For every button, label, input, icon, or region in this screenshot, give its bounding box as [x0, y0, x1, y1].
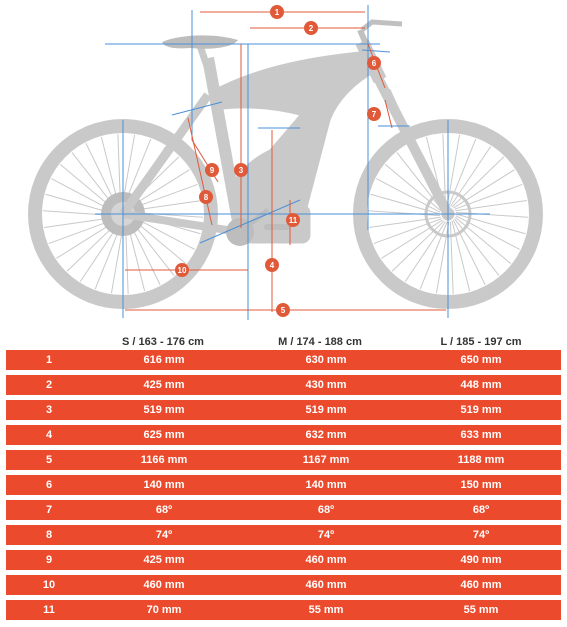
size-l-value: 633 mm	[460, 429, 502, 441]
row-id: 2	[45, 379, 53, 391]
size-l-value: 150 mm	[460, 479, 502, 491]
measurement-badge: 2	[304, 21, 318, 35]
table-row: 5 1166 mm 1167 mm 1188 mm	[6, 450, 561, 470]
table-row: 2 425 mm 430 mm 448 mm	[6, 375, 561, 395]
handlebar	[357, 19, 403, 46]
size-m-value: 460 mm	[305, 554, 347, 566]
table-row: 9 425 mm 460 mm 490 mm	[6, 550, 561, 570]
size-s-value: 625 mm	[143, 429, 185, 441]
size-m-value: 460 mm	[305, 579, 347, 591]
row-id: 10	[42, 579, 56, 591]
size-header-l: L / 185 - 197 cm	[440, 336, 522, 348]
row-id: 4	[45, 429, 53, 441]
bike-geometry-diagram: 1 2 3 4 5 6 7 8 9 10 11	[28, 5, 543, 320]
measurement-badge: 5	[276, 303, 290, 317]
table-row: 4 625 mm 632 mm 633 mm	[6, 425, 561, 445]
badge-number: 4	[270, 261, 275, 270]
saddle	[162, 35, 238, 49]
measurement-badge: 9	[205, 163, 219, 177]
row-id: 6	[45, 479, 53, 491]
row-id: 9	[45, 554, 53, 566]
badge-number: 3	[239, 166, 244, 175]
row-id: 7	[45, 504, 53, 516]
size-m-value: 519 mm	[305, 404, 347, 416]
size-l-value: 460 mm	[460, 579, 502, 591]
measurement-badge: 8	[199, 190, 213, 204]
size-s-value: 68º	[155, 504, 173, 516]
table-row: 1 616 mm 630 mm 650 mm	[6, 350, 561, 370]
row-id: 11	[43, 604, 55, 616]
size-l-value: 1188 mm	[457, 454, 505, 466]
size-m-value: 632 mm	[305, 429, 347, 441]
size-s-value: 70 mm	[146, 604, 182, 616]
badge-number: 1	[275, 8, 280, 17]
size-s-value: 140 mm	[143, 479, 185, 491]
size-s-value: 519 mm	[143, 404, 185, 416]
badge-number: 5	[281, 306, 286, 315]
badge-number: 8	[204, 193, 209, 202]
table-row: 3 519 mm 519 mm 519 mm	[6, 400, 561, 420]
badge-number: 7	[372, 110, 377, 119]
size-l-value: 448 mm	[460, 379, 502, 391]
row-id: 8	[45, 529, 53, 541]
measurement-badge: 10	[175, 263, 189, 277]
size-header-m: M / 174 - 188 cm	[278, 336, 362, 348]
measurement-badge: 4	[265, 258, 279, 272]
measurement-badge: 3	[234, 163, 248, 177]
size-m-value: 430 mm	[305, 379, 347, 391]
size-header-s: S / 163 - 176 cm	[122, 336, 204, 348]
badge-number: 2	[309, 24, 314, 33]
size-l-value: 650 mm	[460, 354, 502, 366]
table-row: 6 140 mm 140 mm 150 mm	[6, 475, 561, 495]
size-s-value: 425 mm	[143, 379, 185, 391]
measurement-badges: 1 2 3 4 5 6 7 8 9 10 11	[175, 5, 381, 317]
measurement-badge: 11	[286, 213, 300, 227]
table-row: 10 460 mm 460 mm 460 mm	[6, 575, 561, 595]
row-id: 5	[45, 454, 53, 466]
size-m-value: 630 mm	[305, 354, 347, 366]
size-s-value: 425 mm	[143, 554, 185, 566]
size-s-value: 74º	[155, 529, 173, 541]
size-s-value: 616 mm	[143, 354, 185, 366]
size-s-value: 1166 mm	[140, 454, 188, 466]
measurement-badge: 7	[367, 107, 381, 121]
size-m-value: 74º	[317, 529, 335, 541]
row-id: 1	[45, 354, 53, 366]
size-m-value: 140 mm	[305, 479, 347, 491]
badge-number: 9	[210, 166, 215, 175]
table-row: 11 70 mm 55 mm 55 mm	[6, 600, 561, 620]
table-row: 7 68º 68º 68º	[6, 500, 561, 520]
size-m-value: 68º	[317, 504, 335, 516]
row-id: 3	[45, 404, 53, 416]
badge-number: 10	[178, 266, 187, 275]
badge-number: 11	[289, 216, 298, 225]
table-row: 8 74º 74º 74º	[6, 525, 561, 545]
size-l-value: 519 mm	[460, 404, 502, 416]
badge-number: 6	[372, 59, 377, 68]
measurement-badge: 1	[270, 5, 284, 19]
measurement-badge: 6	[367, 56, 381, 70]
size-m-value: 55 mm	[308, 604, 344, 616]
size-l-value: 55 mm	[463, 604, 499, 616]
size-m-value: 1167 mm	[302, 454, 350, 466]
size-s-value: 460 mm	[143, 579, 185, 591]
size-l-value: 74º	[472, 529, 490, 541]
size-l-value: 68º	[472, 504, 490, 516]
size-l-value: 490 mm	[460, 554, 502, 566]
guide-lines	[95, 5, 490, 320]
